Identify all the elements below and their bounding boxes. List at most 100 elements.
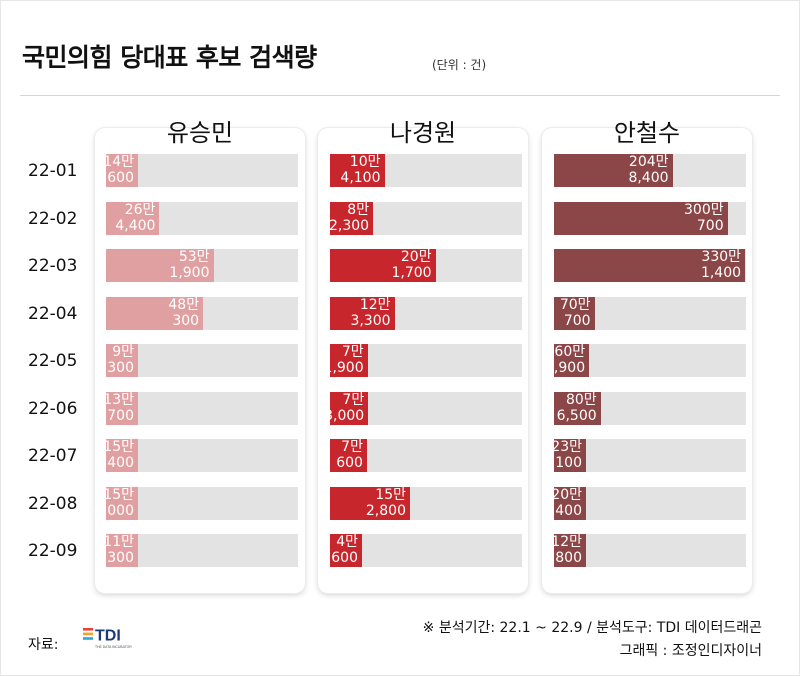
data-label: 13만 2,700 <box>93 391 134 424</box>
category-label: 22-05 <box>28 351 78 371</box>
bar: 300만 700 <box>554 201 728 235</box>
title-divider <box>20 95 780 96</box>
data-label: 60만 6,900 <box>545 344 586 376</box>
series-name: 유승민 <box>166 119 234 147</box>
bar: 330만 1,400 <box>554 249 746 282</box>
bar: 7만 1,900 <box>324 344 368 377</box>
bar: 14만 2,600 <box>94 154 138 187</box>
data-label: 15만 7,400 <box>93 439 134 471</box>
bar: 60만 6,900 <box>545 344 590 377</box>
svg-text:THE DATA INCUBATOR: THE DATA INCUBATOR <box>95 645 132 649</box>
data-label: 330만 1,400 <box>700 249 742 281</box>
bar-track: 10만 4,100 <box>330 154 522 187</box>
bar-track: 11만 7,300 <box>94 534 298 567</box>
bar-track: 15만 2,800 <box>330 486 522 520</box>
bar-track: 20만 5,400 <box>542 486 746 520</box>
bar-track: 23만 6,100 <box>542 439 746 472</box>
footnote: ※ 분석기간: 22.1 ~ 22.9 / 분석도구: TDI 데이터드래곤 그… <box>423 617 762 663</box>
bar: 15만 2,800 <box>330 486 410 520</box>
data-label: 11만 7,300 <box>93 534 134 566</box>
category-label: 22-03 <box>28 256 78 276</box>
bar: 20만 1,700 <box>330 249 436 282</box>
bar-track: 26만 4,400 <box>106 201 298 235</box>
bar-track: 80만 6,500 <box>554 391 746 425</box>
data-label: 15만 4,000 <box>93 486 134 519</box>
bar-track: 7만 3,000 <box>324 391 522 425</box>
bar-track: 300만 700 <box>554 201 746 235</box>
bar: 4만 6,600 <box>318 534 362 567</box>
bar-track: 8만 2,300 <box>328 201 522 235</box>
bar: 7만 3,000 <box>324 391 369 425</box>
bar: 23만 6,100 <box>542 439 586 472</box>
bar-track: 204만 8,400 <box>554 154 746 187</box>
data-label: 7만 1,900 <box>323 344 364 376</box>
bar: 15만 4,000 <box>94 486 138 520</box>
data-label: 15만 2,800 <box>365 486 406 519</box>
data-label: 48만 300 <box>168 296 200 329</box>
bar: 20만 5,400 <box>542 486 586 520</box>
data-label: 12만 5,800 <box>541 534 582 566</box>
bar: 11만 7,300 <box>94 534 138 567</box>
chart-title: 국민의힘 당대표 후보 검색량 <box>22 43 317 72</box>
data-label: 12만 3,300 <box>350 296 391 329</box>
bar: 53만 1,900 <box>106 249 214 282</box>
bar: 70만 700 <box>554 296 595 330</box>
category-label: 22-02 <box>28 208 78 229</box>
bar: 13만 2,700 <box>94 391 138 425</box>
bar-track: 60만 6,900 <box>545 344 746 377</box>
bar-track: 14만 2,600 <box>94 154 298 187</box>
data-label: 26만 4,400 <box>115 201 156 234</box>
bar-track: 12만 3,300 <box>330 296 522 330</box>
bar-track: 20만 1,700 <box>330 249 522 282</box>
bar: 80만 6,500 <box>554 391 601 425</box>
bar-track: 7만 1,900 <box>324 344 522 377</box>
bar: 9만 8,300 <box>94 344 138 377</box>
tdi-logo: TDI THE DATA INCUBATOR <box>83 628 132 649</box>
data-label: 204만 8,400 <box>628 154 669 186</box>
series-name: 나경원 <box>389 119 457 147</box>
bar-track: 15만 7,400 <box>94 439 298 472</box>
designer-credit: 그래픽 : 조정인디자이너 <box>619 643 762 659</box>
bar-track: 48만 300 <box>106 296 298 330</box>
bar: 15만 7,400 <box>94 439 138 472</box>
bar: 12만 5,800 <box>542 534 586 567</box>
bar: 48만 300 <box>106 296 204 330</box>
category-label: 22-09 <box>28 541 78 561</box>
data-label: 7만 3,000 <box>324 391 365 424</box>
bar-track: 4만 6,600 <box>318 534 522 567</box>
bar: 10만 4,100 <box>330 154 385 187</box>
data-label: 80만 6,500 <box>556 391 597 424</box>
data-label: 7만 600 <box>336 439 363 471</box>
bar: 204만 8,400 <box>554 154 673 187</box>
data-label: 23만 6,100 <box>541 439 582 471</box>
data-label: 20만 5,400 <box>541 486 582 519</box>
bar-track: 53만 1,900 <box>106 249 298 282</box>
data-label: 300만 700 <box>684 201 724 234</box>
series-name: 안철수 <box>613 119 681 147</box>
category-label: 22-04 <box>28 303 78 324</box>
bar-track: 70만 700 <box>554 296 746 330</box>
bar: 26만 4,400 <box>106 201 160 235</box>
data-label: 4만 6,600 <box>317 534 358 566</box>
category-label: 22-08 <box>28 493 78 514</box>
bar: 12만 3,300 <box>330 296 395 330</box>
category-label: 22-01 <box>28 161 78 181</box>
data-label: 9만 8,300 <box>93 344 134 376</box>
bar-track: 330만 1,400 <box>554 249 746 282</box>
bar: 7만 600 <box>330 439 367 472</box>
bar-track: 13만 2,700 <box>94 391 298 425</box>
data-label: 10만 4,100 <box>340 154 381 186</box>
bar-track: 15만 4,000 <box>94 486 298 520</box>
analysis-note: ※ 분석기간: 22.1 ~ 22.9 / 분석도구: TDI 데이터드래곤 <box>422 620 762 636</box>
bar-track: 12만 5,800 <box>542 534 746 567</box>
category-label: 22-07 <box>28 446 78 466</box>
bar-track: 7만 600 <box>330 439 522 472</box>
data-label: 8만 2,300 <box>328 201 370 234</box>
category-label: 22-06 <box>28 398 78 419</box>
bar: 8만 2,300 <box>328 201 374 235</box>
data-label: 14만 2,600 <box>93 154 134 186</box>
source-label: 자료: <box>28 637 59 653</box>
data-label: 20만 1,700 <box>391 249 432 281</box>
bar-track: 9만 8,300 <box>94 344 298 377</box>
unit-label: (단위 : 건) <box>432 58 487 72</box>
